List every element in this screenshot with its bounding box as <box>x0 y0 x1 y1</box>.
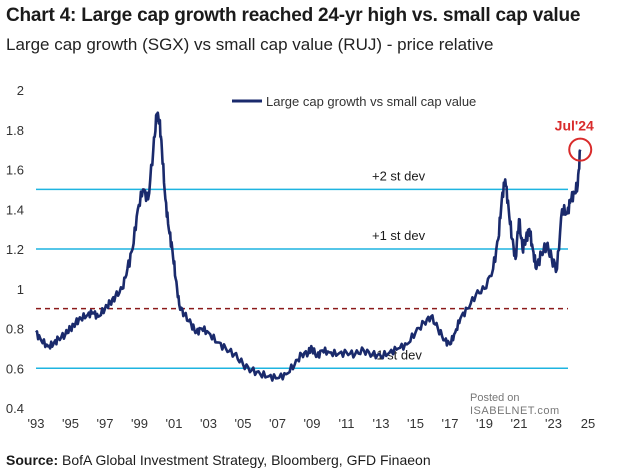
source-label: Source: <box>6 452 59 468</box>
y-tick-label: 0.6 <box>6 361 24 376</box>
x-tick-label: '15 <box>407 416 424 431</box>
watermark-line1: Posted on <box>470 392 520 404</box>
series-line <box>35 111 582 382</box>
annotation-label: Jul'24 <box>555 118 594 134</box>
chart-subtitle: Large cap growth (SGX) vs small cap valu… <box>6 35 494 54</box>
x-tick-label: '23 <box>545 416 562 431</box>
y-tick-label: 1.4 <box>6 202 24 217</box>
x-tick-label: '13 <box>373 416 390 431</box>
source-note: Source: BofA Global Investment Strategy,… <box>6 452 431 468</box>
y-tick-label: 2 <box>17 83 24 98</box>
x-tick-label: '93 <box>28 416 45 431</box>
stdev-label: +2 st dev <box>372 168 426 183</box>
x-tick-label: '95 <box>62 416 79 431</box>
x-tick-label: '05 <box>235 416 252 431</box>
series-group <box>35 111 582 382</box>
x-tick-label: '03 <box>200 416 217 431</box>
y-tick-label: 0.8 <box>6 322 24 337</box>
y-tick-label: 0.4 <box>6 401 24 416</box>
x-tick-label: '11 <box>339 416 355 431</box>
x-axis: '93 '95 '97 '99 '01 '03 '05 '07 '09 '11 '13 '15 '17 '… <box>28 416 596 431</box>
legend: Large cap growth vs small cap value <box>232 94 476 109</box>
legend-label: Large cap growth vs small cap value <box>266 94 476 109</box>
reference-lines: +2 st dev+1 st dev-1 st dev <box>36 168 568 370</box>
source-text: BofA Global Investment Strategy, Bloombe… <box>58 452 431 468</box>
x-tick-label: '97 <box>97 416 114 431</box>
x-tick-label: '21 <box>511 416 528 431</box>
x-tick-label: '99 <box>131 416 148 431</box>
x-tick-label: '07 <box>269 416 286 431</box>
watermark-line2: ISABELNET.com <box>470 405 560 417</box>
watermark: Posted on ISABELNET.com <box>470 392 560 418</box>
highlight-circle <box>568 137 593 162</box>
y-tick-label: 1.6 <box>6 163 24 178</box>
x-tick-label: '19 <box>476 416 493 431</box>
x-tick-label: '17 <box>442 416 459 431</box>
stdev-label: +1 st dev <box>372 228 426 243</box>
annotations: Jul'24 <box>555 118 594 162</box>
y-tick-label: 1 <box>17 282 24 297</box>
y-tick-label: 1.2 <box>6 242 24 257</box>
x-tick-label: '01 <box>166 416 183 431</box>
x-tick-label: 25 <box>581 416 595 431</box>
x-tick-label: '09 <box>304 416 321 431</box>
y-tick-label: 1.8 <box>6 123 24 138</box>
y-axis: 0.4 0.6 0.8 1 1.2 1.4 1.6 1.8 2 <box>6 83 24 416</box>
chart-title: Chart 4: Large cap growth reached 24-yr … <box>6 5 581 26</box>
